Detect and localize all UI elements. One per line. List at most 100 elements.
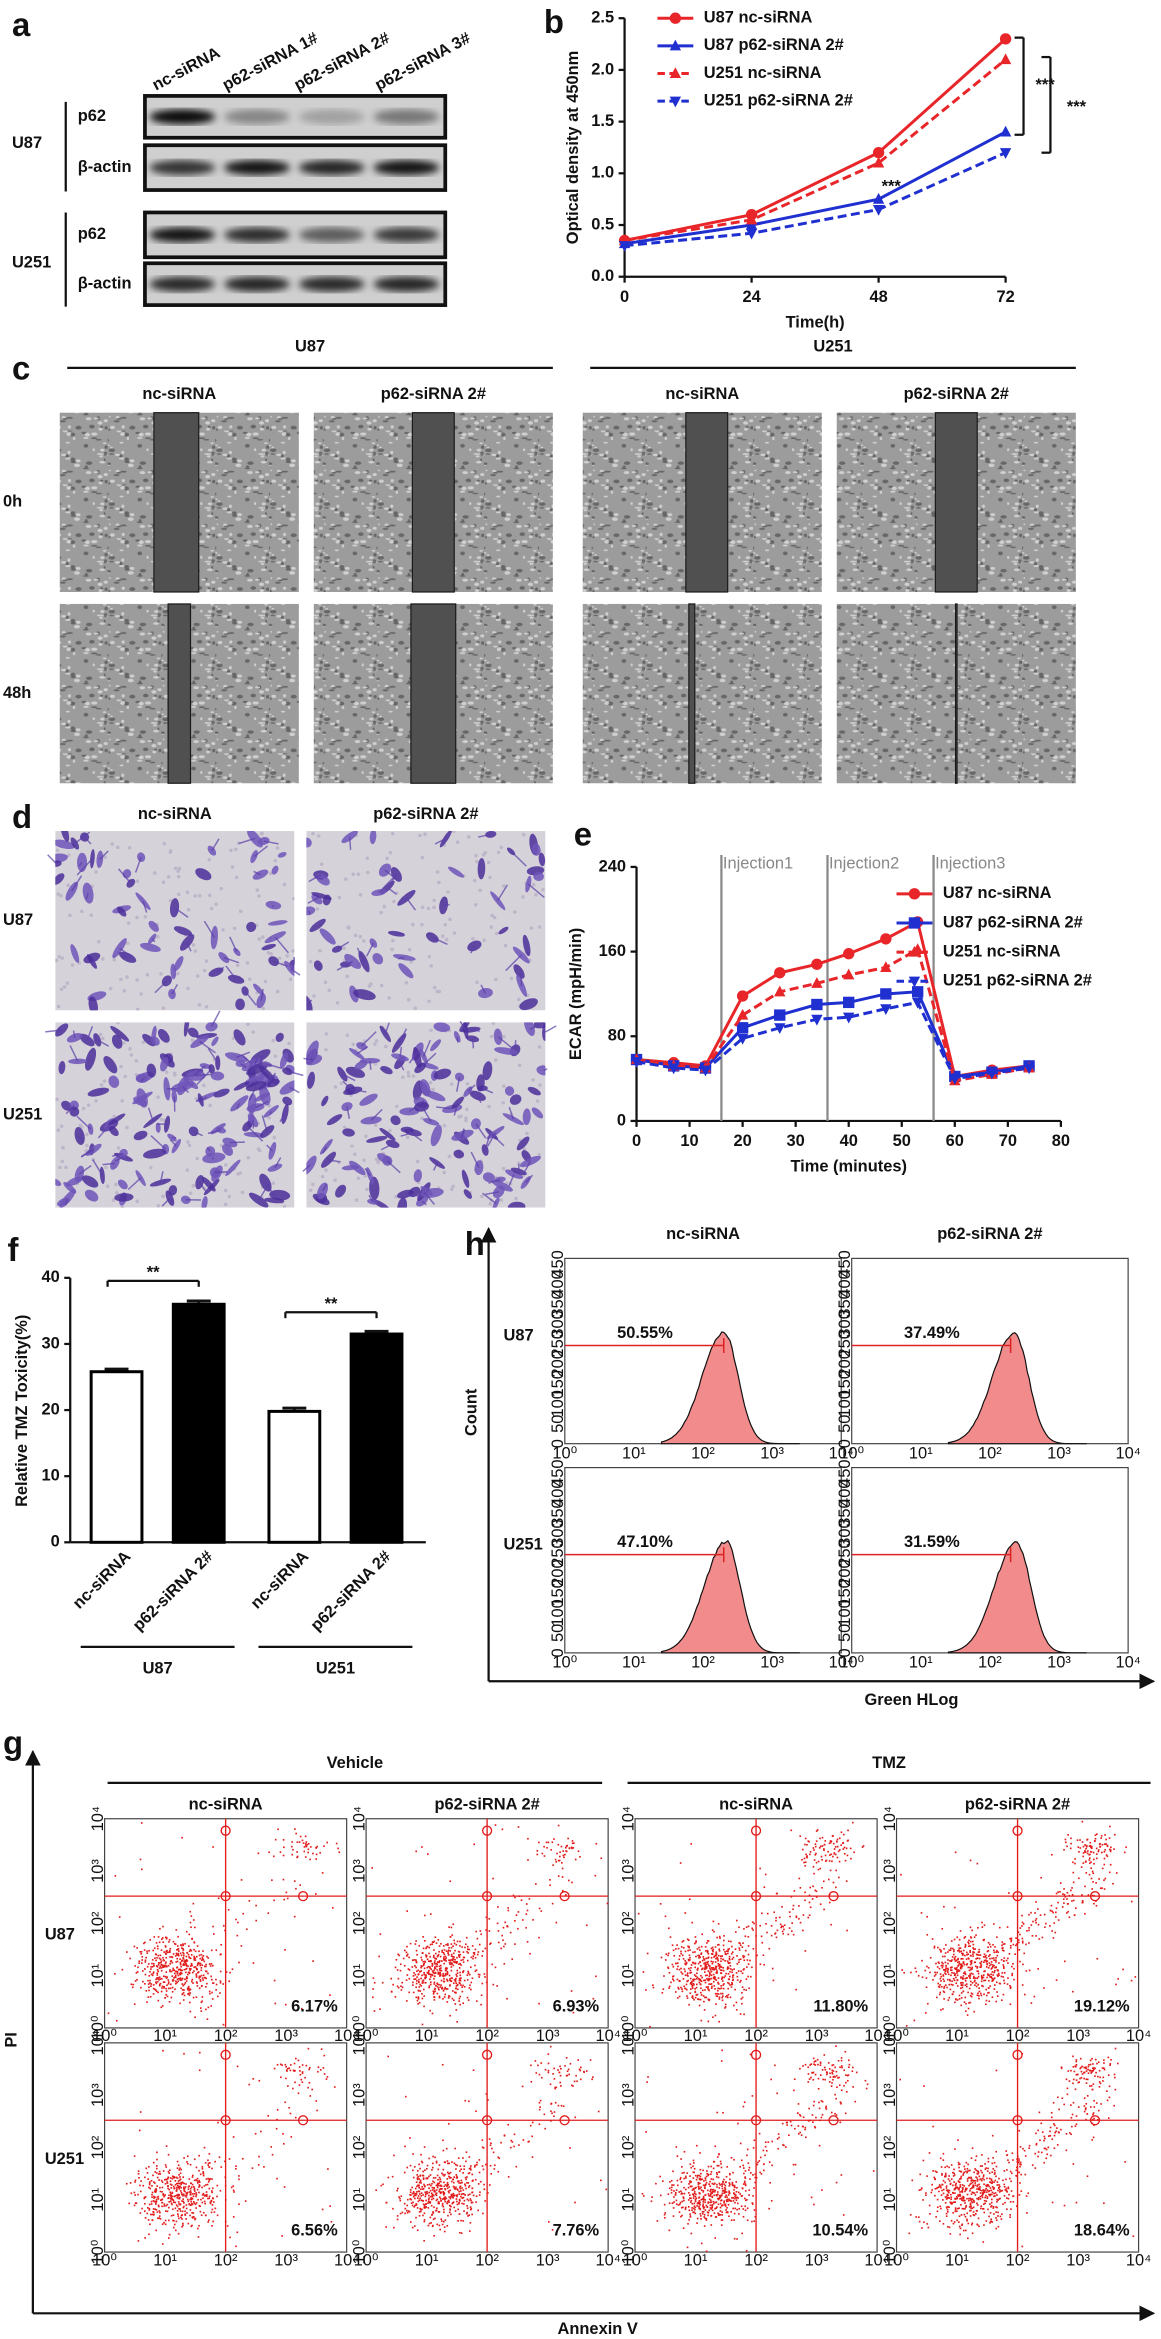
dot [736, 1963, 739, 1965]
dot [446, 1970, 449, 1973]
cell-label: U251 [12, 254, 51, 272]
dot [144, 2196, 147, 2198]
pore [490, 913, 494, 918]
dot [274, 2002, 277, 2005]
y-tick-label: 450 [836, 1250, 854, 1277]
dot [453, 2206, 456, 2209]
cell [257, 837, 270, 846]
dot [198, 2185, 201, 2187]
dot [707, 1988, 710, 1991]
dot [174, 1976, 176, 1978]
dot [829, 1841, 832, 1844]
pore [426, 906, 431, 911]
dot [199, 1962, 202, 1965]
pore [214, 902, 218, 907]
dot [659, 1903, 662, 1905]
dot [235, 2167, 237, 2170]
dot [197, 2198, 199, 2201]
dot [148, 1986, 150, 1989]
dot [1092, 1851, 1095, 1854]
pore [472, 878, 477, 883]
marker [872, 146, 885, 159]
dot [168, 2200, 171, 2203]
y-tick-label: 150 [549, 1370, 567, 1397]
dot [727, 1952, 729, 1955]
cell-process [254, 1079, 267, 1090]
dot [206, 2183, 209, 2186]
dot [561, 1889, 564, 1892]
dot [179, 1972, 181, 1975]
cell [148, 920, 159, 932]
dot [431, 2012, 434, 2015]
dot [978, 1948, 981, 1951]
pore [442, 1123, 447, 1128]
quadrant-handle [481, 1890, 493, 1902]
dot [712, 1948, 715, 1951]
dot [319, 1852, 322, 1854]
dot [439, 1974, 442, 1977]
dot [702, 1995, 705, 1997]
dot [160, 1977, 163, 1980]
quadrant-handle [750, 1890, 762, 1902]
dot [190, 2200, 193, 2203]
dot [448, 2191, 450, 2194]
pore [238, 1171, 242, 1175]
dot [165, 1971, 168, 1973]
dot [394, 1996, 397, 1998]
dot [185, 2204, 188, 2206]
dot [197, 1961, 200, 1964]
dot [1072, 1881, 1075, 1884]
dot [451, 1997, 454, 2000]
dot [187, 2222, 190, 2225]
pore [429, 1028, 433, 1033]
dot [146, 1965, 149, 1968]
dot [458, 1956, 461, 1958]
dot [1000, 1959, 1003, 1961]
dot [959, 1930, 962, 1932]
dot [1014, 1953, 1016, 1955]
dot [300, 2078, 303, 2081]
dot [196, 1982, 198, 1984]
dot [155, 1953, 158, 1956]
dot [717, 1944, 719, 1946]
dot [943, 1905, 945, 1908]
pore [420, 1116, 424, 1121]
dot [159, 2199, 162, 2202]
dot [181, 1983, 184, 1985]
x-tick-label: 10⁴ [1126, 2027, 1151, 2045]
dot [1099, 1842, 1101, 1845]
pore [475, 980, 479, 985]
quadrant-handle [1012, 1890, 1023, 1902]
dot [231, 1968, 234, 1970]
dot [696, 1969, 699, 1971]
cell-process [79, 1135, 84, 1143]
dot [380, 2184, 383, 2187]
dot [706, 1977, 708, 1980]
dot [140, 1950, 143, 1953]
dot [693, 1962, 696, 1965]
dot [700, 1994, 703, 1996]
dot [152, 2214, 155, 2216]
x-tick-label: 10¹ [622, 1444, 646, 1462]
dot [144, 1959, 147, 1962]
pore [333, 1085, 338, 1089]
dot [406, 1945, 408, 1948]
dot [177, 1980, 180, 1983]
dot [298, 2066, 301, 2068]
dot [233, 2191, 235, 2193]
dot [568, 1879, 570, 1882]
pore [59, 1124, 64, 1129]
dot [186, 1988, 189, 1991]
pore [443, 922, 448, 927]
dot [717, 1993, 720, 1995]
dot [731, 1976, 734, 1979]
dot [152, 1984, 155, 1986]
dot [494, 1966, 497, 1969]
dot [699, 1978, 702, 1981]
dot [156, 1981, 159, 1983]
dot [173, 2187, 176, 2190]
dot [434, 1960, 436, 1962]
dot [168, 2188, 171, 2191]
dot [711, 1968, 714, 1971]
pore [116, 1022, 120, 1025]
